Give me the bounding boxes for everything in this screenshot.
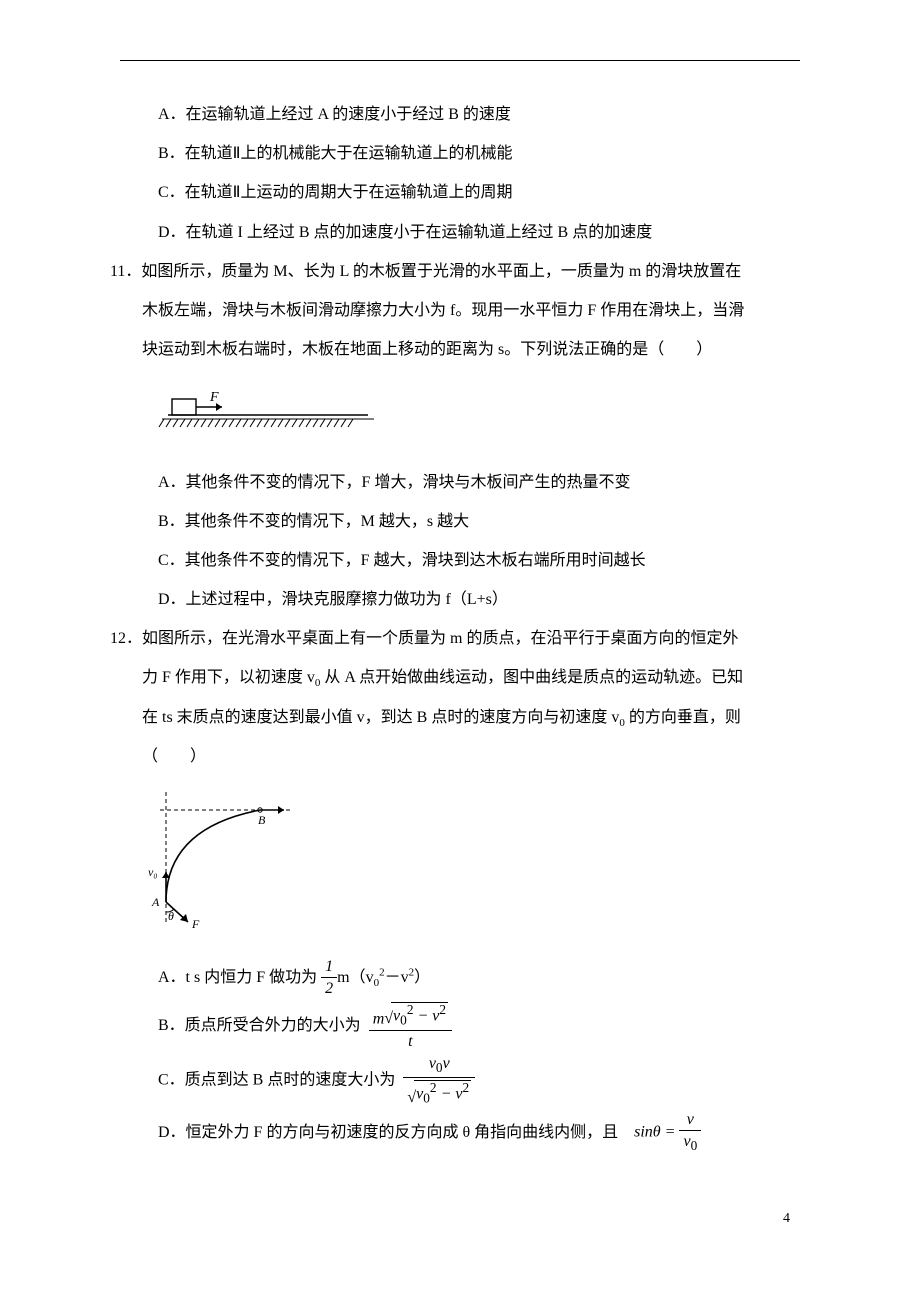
q10-option-d: D．在轨道 I 上经过 B 点的加速度小于在运输轨道上经过 B 点的加速度 — [110, 215, 810, 250]
q11-stem: 11．如图所示，质量为 M、长为 L 的木板置于光滑的水平面上，一质量为 m 的… — [110, 254, 810, 289]
svg-text:θ: θ — [168, 909, 174, 923]
svg-text:F: F — [191, 917, 200, 931]
q10-option-c: C．在轨道Ⅱ上运动的周期大于在运输轨道上的周期 — [110, 175, 810, 210]
page-number: 4 — [110, 1204, 810, 1235]
q11-stem-line3: 块运动到木板右端时，木板在地面上移动的距离为 s。下列说法正确的是（ ） — [110, 332, 810, 367]
q11-figure-svg: F — [158, 375, 388, 439]
q12-option-b: B．质点所受合外力的大小为 mv02 − v2 t — [110, 1002, 810, 1051]
q12-option-d: D．恒定外力 F 的方向与初速度的反方向成 θ 角指向曲线内侧，且 sinθ =… — [110, 1111, 810, 1154]
svg-text:F: F — [209, 390, 219, 405]
q12-stem-line2: 力 F 作用下，以初速度 v0 从 A 点开始做曲线运动，图中曲线是质点的运动轨… — [110, 660, 810, 695]
sin-lhs: sinθ = — [634, 1123, 675, 1140]
svg-text:B: B — [258, 813, 266, 827]
q12-stem-line1: 如图所示，在光滑水平桌面上有一个质量为 m 的质点，在沿平行于桌面方向的恒定外 — [142, 630, 738, 647]
q11-stem-line1: 如图所示，质量为 M、长为 L 的木板置于光滑的水平面上，一质量为 m 的滑块放… — [141, 263, 741, 280]
q12-option-a: A．t s 内恒力 F 做功为 12m（v02－v2） — [110, 958, 810, 998]
svg-text:v₀: v₀ — [148, 865, 158, 879]
q10-option-a: A．在运输轨道上经过 A 的速度小于经过 B 的速度 — [110, 97, 810, 132]
q11-figure: F — [110, 375, 810, 452]
q11-option-b: B．其他条件不变的情况下，M 越大，s 越大 — [110, 504, 810, 539]
q12-stem: 12．如图所示，在光滑水平桌面上有一个质量为 m 的质点，在沿平行于桌面方向的恒… — [110, 621, 810, 656]
q12-figure: A Bv₀ Fθ — [110, 782, 810, 945]
q10-option-b: B．在轨道Ⅱ上的机械能大于在运输轨道上的机械能 — [110, 136, 810, 171]
q11-option-d: D．上述过程中，滑块克服摩擦力做功为 f（L+s） — [110, 582, 810, 617]
svg-text:A: A — [151, 895, 160, 909]
top-rule — [120, 60, 800, 61]
q12-stem-line3: 在 ts 末质点的速度达到最小值 v，到达 B 点时的速度方向与初速度 v0 的… — [110, 700, 810, 735]
q12-number: 12． — [110, 630, 142, 647]
q11-option-c: C．其他条件不变的情况下，F 越大，滑块到达木板右端所用时间越长 — [110, 543, 810, 578]
q11-number: 11． — [110, 263, 141, 280]
q11-stem-line2: 木板左端，滑块与木板间滑动摩擦力大小为 f。现用一水平恒力 F 作用在滑块上，当… — [110, 293, 810, 328]
q11-option-a: A．其他条件不变的情况下，F 增大，滑块与木板间产生的热量不变 — [110, 465, 810, 500]
q12-figure-svg: A Bv₀ Fθ — [142, 782, 302, 932]
q12-option-c: C．质点到达 B 点时的速度大小为 v0v v02 − v2 — [110, 1055, 810, 1107]
q12-blank: （ ） — [110, 739, 810, 774]
